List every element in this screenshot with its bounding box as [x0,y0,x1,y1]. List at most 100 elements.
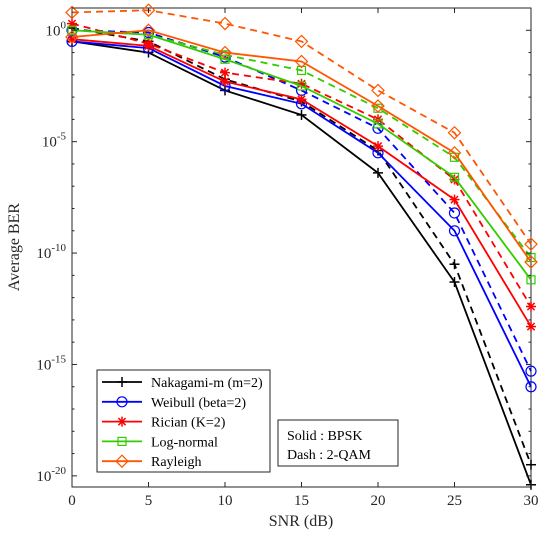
marker-shape [220,54,230,64]
point-rayleigh-bpsk [447,145,462,160]
point-nakagami-m-m-2-bpsk [296,109,307,120]
point-rician-k-2-bpsk [449,194,460,205]
point-rayleigh-bpsk [65,30,79,44]
marker-shape [525,381,537,393]
marker-shape [296,65,307,75]
annotation-line1: Solid : BPSK [287,429,362,444]
marker-shape [524,237,538,252]
marker-shape [218,16,232,31]
point-nakagami-m-m-2-qam [449,259,460,270]
y-tick-label: 10-5 [42,131,67,151]
point-rician-k-2-qam [220,67,230,78]
point-weibull-beta-2-qam [448,207,461,219]
series-rayleigh-bpsk-line [71,29,532,263]
marker-stroke [297,79,306,88]
series-log-normal-bpsk-line [71,29,532,281]
x-tick-label: 0 [68,493,76,509]
legend-label: Rician (K=2) [151,416,226,431]
legend-entries: Nakagami-m (m=2) Weibull (beta=2) Rician (… [102,376,263,470]
marker-shape [447,125,462,140]
annotation-box: Solid : BPSK Dash : 2-QAM [277,419,399,467]
y-tick-label: 10-15 [36,353,66,373]
marker-stroke [297,95,306,104]
marker-shape [116,396,128,408]
legend-label: Nakagami-m (m=2) [151,376,263,391]
marker-stroke [144,41,153,51]
marker-shape [447,145,462,160]
point-weibull-beta-2-bpsk [448,225,461,237]
marker-shape [525,365,537,377]
legend-marker [117,377,127,387]
legend-label: Log-normal [151,435,218,450]
legend-marker [116,396,128,408]
marker-stroke [373,141,383,151]
point-rayleigh-qam [524,237,538,252]
point-rayleigh-qam [294,34,309,49]
point-weibull-beta-2-qam [525,365,537,377]
point-rayleigh-bpsk [218,45,232,60]
point-rayleigh-qam [218,16,232,31]
marker-stroke [526,322,536,331]
legend-marker [117,416,127,427]
marker-shape [371,99,385,113]
annotation-line2: Dash : 2-QAM [287,448,372,463]
legend-label: Rayleigh [151,455,202,470]
marker-stroke [526,302,536,311]
marker-shape [448,225,461,237]
point-rician-k-2-bpsk [296,94,307,105]
annotation-border [277,419,399,467]
point-rician-k-2-bpsk [143,40,154,51]
marker-stroke [220,68,230,77]
point-log-normal-bpsk [449,172,460,182]
point-log-normal-bpsk [373,119,383,129]
point-log-normal-bpsk [296,81,307,91]
point-rician-k-2-bpsk [220,76,230,87]
legend-label: Weibull (beta=2) [151,396,246,411]
x-tick-label: 15 [294,493,309,509]
marker-shape [294,34,309,49]
point-nakagami-m-m-2-bpsk [449,277,460,288]
legend: Nakagami-m (m=2) Weibull (beta=2) Rician (… [96,369,271,473]
x-tick-label: 10 [218,493,233,509]
marker-shape [373,119,383,129]
point-rician-k-2-bpsk [526,321,536,332]
x-tick-label: 30 [524,493,539,509]
point-rayleigh-qam [65,5,79,20]
marker-stroke [450,195,459,204]
marker-shape [294,54,309,69]
marker-stroke [117,417,127,426]
point-rayleigh-bpsk [371,99,385,113]
point-nakagami-m-m-2-bpsk [373,167,383,178]
marker-shape [117,436,127,446]
legend-marker [115,454,129,469]
point-rician-k-2-bpsk [373,141,383,152]
marker-stroke [220,77,230,86]
point-rayleigh-qam [447,125,462,140]
point-log-normal-qam [296,65,307,75]
point-rayleigh-qam [141,3,156,18]
marker-shape [448,207,461,219]
y-axis-title: Average BER [6,203,23,291]
point-log-normal-bpsk [220,54,230,64]
y-tick-label: 10-10 [36,242,66,262]
point-rayleigh-bpsk [141,23,156,38]
marker-shape [141,3,156,18]
marker-shape [65,5,79,20]
marker-shape [218,45,232,60]
point-rician-k-2-qam [296,78,307,89]
x-tick-label: 25 [447,493,462,509]
point-rayleigh-bpsk [524,255,538,269]
marker-shape [115,454,129,469]
legend-marker [117,436,127,446]
marker-shape [65,30,79,44]
point-rayleigh-bpsk [294,54,309,69]
axes-layer: 0 5 10 15 20 25 30 100 10-5 10-10 10-15 10-20 [36,7,539,509]
point-rayleigh-qam [371,83,385,98]
y-tick-label: 10-20 [36,465,66,485]
point-weibull-beta-2-bpsk [525,381,537,393]
marker-shape [296,81,307,91]
marker-shape [141,23,156,38]
x-axis-title: SNR (dB) [269,513,333,530]
marker-shape [449,172,460,182]
point-nakagami-m-m-2-qam [526,459,536,470]
